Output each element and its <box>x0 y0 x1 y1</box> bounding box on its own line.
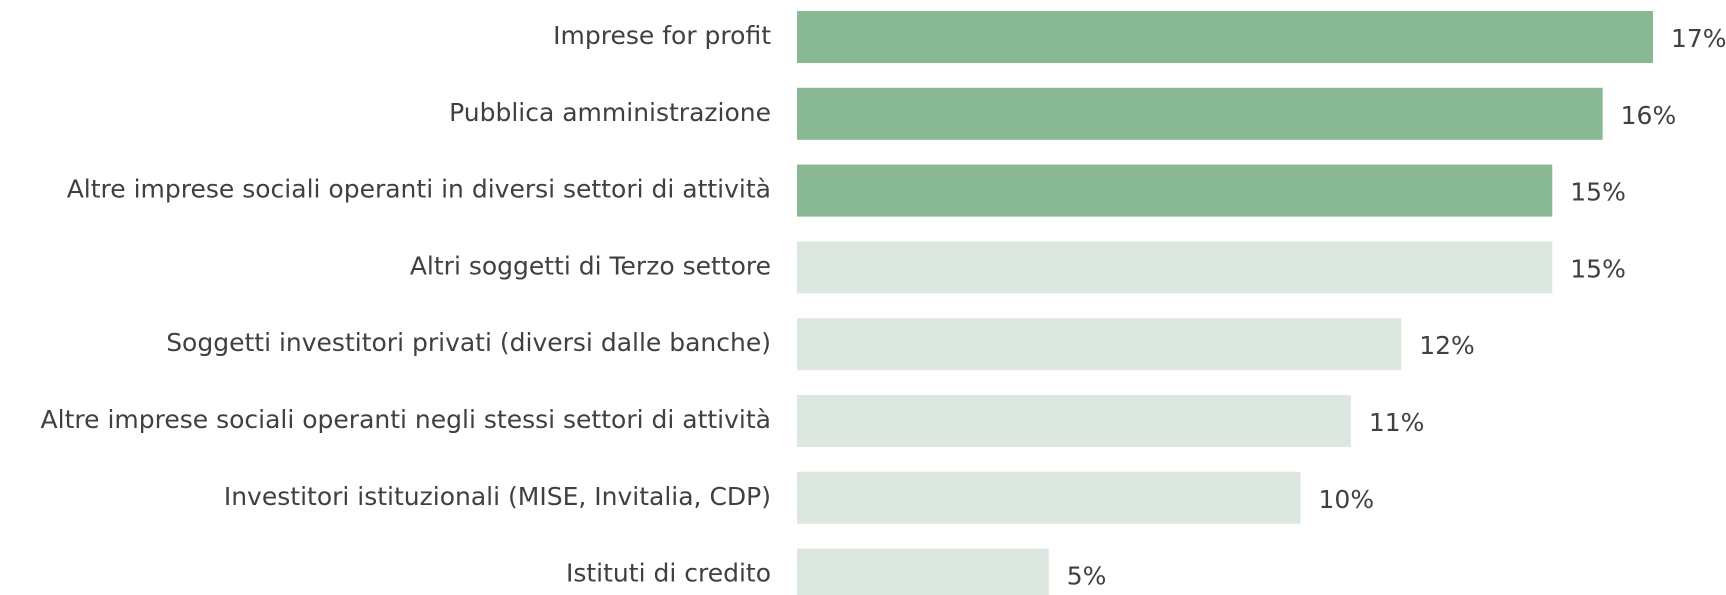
category-label: Imprese for profit <box>553 21 771 50</box>
data-label: 15% <box>1570 178 1626 207</box>
category-label: Investitori istituzionali (MISE, Invital… <box>224 482 771 511</box>
category-label: Soggetti investitori privati (diversi da… <box>166 328 771 357</box>
category-label: Istituti di credito <box>566 559 771 588</box>
category-label: Altre imprese sociali operanti negli ste… <box>41 405 771 434</box>
bar <box>797 318 1402 371</box>
category-label: Pubblica amministrazione <box>449 98 771 127</box>
category-label: Altri soggetti di Terzo settore <box>410 251 771 280</box>
data-label: 10% <box>1319 485 1375 514</box>
bar <box>797 241 1553 294</box>
bar <box>797 11 1653 63</box>
bar <box>797 471 1301 524</box>
data-label: 11% <box>1369 408 1425 437</box>
bar <box>797 548 1049 595</box>
category-label: Altre imprese sociali operanti in divers… <box>67 175 771 204</box>
data-label: 15% <box>1570 254 1626 283</box>
data-label: 12% <box>1419 331 1475 360</box>
bar <box>797 87 1603 140</box>
bar <box>797 395 1351 447</box>
data-label: 16% <box>1621 101 1677 130</box>
data-label: 5% <box>1067 562 1107 591</box>
data-label: 17% <box>1671 24 1726 53</box>
bar <box>797 164 1553 217</box>
